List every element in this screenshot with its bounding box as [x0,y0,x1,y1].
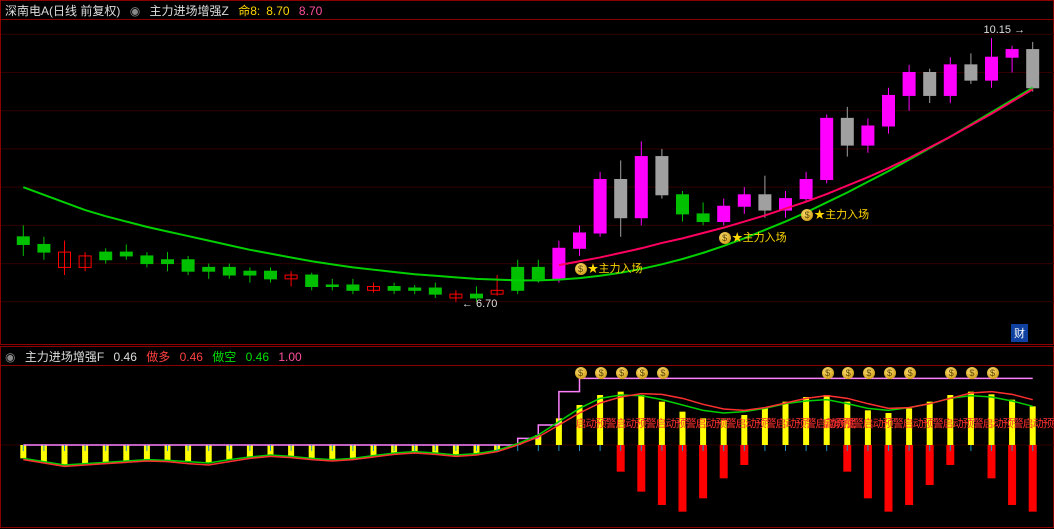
stock-name: 深南电A(日线 前复权) [5,4,120,18]
main-chart-panel[interactable]: 深南电A(日线 前复权) ◉ 主力进场增强Z 命8:8.70 8.70 10.1… [0,0,1054,345]
indicator-icon: ◉ [130,4,140,18]
indicator-icon: ◉ [5,350,15,364]
value-2-label: 做多 [146,350,170,364]
value-2: 8.70 [299,4,322,18]
value-2: 0.46 [180,350,203,364]
sub-chart-panel[interactable]: ◉ 主力进场增强F 0.46 做多 0.46 做空 0.46 1.00 $$$$… [0,346,1054,528]
indicator-name: 主力进场增强Z [150,4,229,18]
sub-chart-svg[interactable] [1,347,1054,529]
value-3: 0.46 [246,350,269,364]
main-header: 深南电A(日线 前复权) ◉ 主力进场增强Z 命8: 8.70 8.70 [1,1,1053,20]
indicator-name: 主力进场增强F [25,350,104,364]
value-4: 1.00 [278,350,301,364]
value-1: 0.46 [114,350,137,364]
value-3-label: 做空 [212,350,236,364]
value-1: 8.70 [266,4,289,18]
sub-header: ◉ 主力进场增强F 0.46 做多 0.46 做空 0.46 1.00 [1,347,1053,366]
main-chart-svg[interactable] [1,1,1054,346]
value-1-label: 命8: [238,4,260,18]
